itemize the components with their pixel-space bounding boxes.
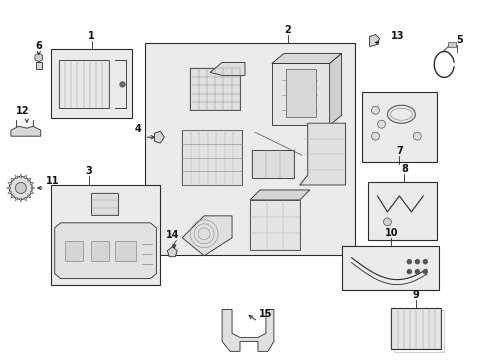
- Bar: [190, 68, 240, 110]
- Circle shape: [412, 132, 421, 140]
- Polygon shape: [11, 194, 14, 198]
- Bar: [285, 69, 315, 117]
- Circle shape: [407, 270, 410, 274]
- Circle shape: [423, 260, 427, 264]
- Text: 1: 1: [88, 31, 95, 41]
- Bar: [90, 241, 108, 261]
- Text: 12: 12: [16, 106, 30, 116]
- Polygon shape: [31, 187, 35, 189]
- Polygon shape: [11, 178, 14, 181]
- Bar: [394, 310, 443, 352]
- Polygon shape: [182, 216, 232, 256]
- Text: 13: 13: [390, 31, 403, 41]
- Text: 10: 10: [384, 228, 397, 238]
- Bar: [51, 49, 132, 118]
- Text: 14: 14: [165, 230, 179, 240]
- Bar: [341, 246, 438, 289]
- Circle shape: [423, 270, 427, 274]
- Circle shape: [15, 183, 26, 193]
- Circle shape: [414, 260, 419, 264]
- Circle shape: [377, 120, 385, 128]
- Bar: [361, 92, 436, 162]
- Polygon shape: [299, 123, 345, 185]
- Text: 2: 2: [284, 24, 291, 35]
- Polygon shape: [30, 191, 34, 193]
- Bar: [447, 41, 455, 46]
- Polygon shape: [154, 131, 164, 143]
- Polygon shape: [167, 247, 177, 257]
- Polygon shape: [271, 54, 341, 63]
- Text: 9: 9: [412, 289, 419, 300]
- Polygon shape: [16, 197, 18, 201]
- Text: 3: 3: [85, 166, 92, 176]
- Text: 5: 5: [455, 35, 462, 45]
- Bar: [90, 193, 118, 215]
- Polygon shape: [55, 223, 156, 279]
- Polygon shape: [20, 198, 22, 202]
- Circle shape: [120, 82, 125, 87]
- Polygon shape: [369, 35, 379, 46]
- Polygon shape: [145, 42, 354, 255]
- Polygon shape: [222, 310, 273, 351]
- Polygon shape: [27, 178, 31, 181]
- Circle shape: [371, 106, 379, 114]
- Text: 8: 8: [400, 164, 407, 174]
- Bar: [64, 241, 82, 261]
- Text: 11: 11: [46, 176, 60, 186]
- Bar: [182, 130, 242, 185]
- Bar: [390, 307, 440, 349]
- Bar: [271, 63, 329, 125]
- Bar: [249, 200, 299, 250]
- Polygon shape: [23, 175, 26, 179]
- Bar: [114, 241, 136, 261]
- Polygon shape: [23, 197, 26, 201]
- Text: 7: 7: [395, 146, 402, 156]
- Polygon shape: [8, 191, 12, 193]
- Polygon shape: [11, 126, 41, 136]
- Polygon shape: [20, 174, 22, 177]
- Text: 15: 15: [259, 310, 272, 319]
- Bar: [36, 62, 41, 69]
- Polygon shape: [30, 183, 34, 185]
- Polygon shape: [329, 54, 341, 125]
- Text: 6: 6: [35, 41, 42, 50]
- Bar: [251, 150, 293, 178]
- Circle shape: [383, 218, 390, 226]
- Bar: [59, 60, 108, 108]
- Polygon shape: [16, 175, 18, 179]
- Circle shape: [9, 176, 32, 199]
- Circle shape: [407, 260, 410, 264]
- Circle shape: [414, 270, 419, 274]
- Polygon shape: [8, 183, 12, 185]
- Polygon shape: [27, 194, 31, 198]
- Circle shape: [371, 132, 379, 140]
- Polygon shape: [7, 187, 10, 189]
- Bar: [51, 185, 160, 285]
- Polygon shape: [249, 190, 309, 200]
- Text: 4: 4: [135, 124, 142, 134]
- Polygon shape: [210, 62, 244, 75]
- Bar: [367, 182, 436, 240]
